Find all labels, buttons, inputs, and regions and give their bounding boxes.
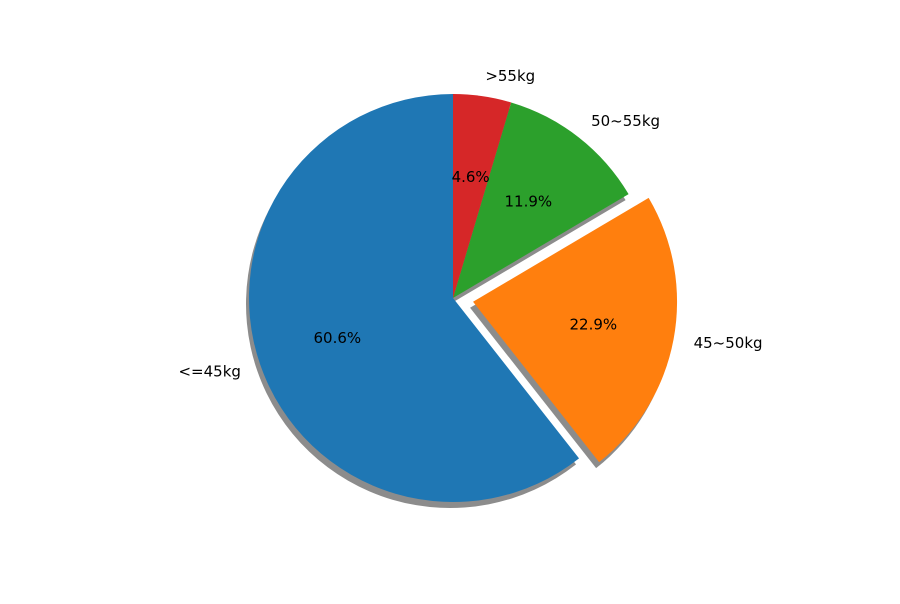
pie-slice-le-45kg [249,94,580,502]
pie-percent-label-45-to-50kg: 22.9% [570,315,618,333]
pie-category-label-gt-55kg: >55kg [485,67,535,85]
label-layer: 60.6% <=45kg 22.9% 45~50kg 11.9% 50~55kg 4.6% >… [178,67,762,380]
slice-layer [249,94,678,502]
pie-slice-45-to-50kg [473,197,678,463]
pie-percent-label-50-to-55kg: 11.9% [504,193,552,211]
pie-percent-label-le-45kg: 60.6% [313,329,361,347]
pie-category-label-le-45kg: <=45kg [178,362,240,380]
pie-slice-gt-55kg [453,94,512,298]
pie-category-label-45-to-50kg: 45~50kg [694,334,763,352]
pie-percent-label-gt-55kg: 4.6% [452,168,490,186]
pie-category-label-50-to-55kg: 50~55kg [591,112,660,130]
pie-slice-50-to-55kg [453,102,629,299]
